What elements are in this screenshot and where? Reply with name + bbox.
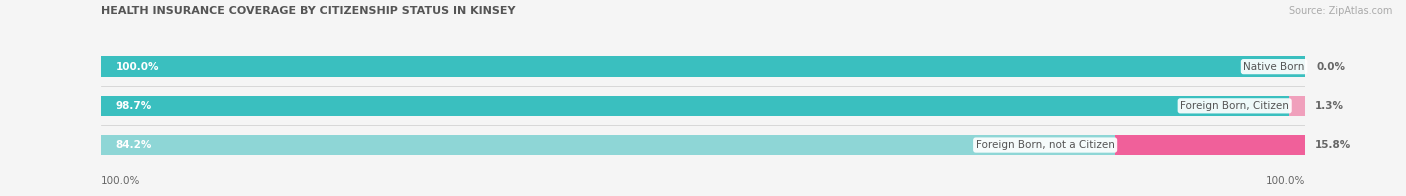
Text: 100.0%: 100.0% [101,176,141,186]
Text: 1.3%: 1.3% [1315,101,1343,111]
Bar [1289,96,1305,116]
Text: Source: ZipAtlas.com: Source: ZipAtlas.com [1288,6,1392,16]
Bar [101,96,1289,116]
Text: Native Born: Native Born [1243,62,1305,72]
Text: 15.8%: 15.8% [1315,140,1351,150]
Text: 84.2%: 84.2% [115,140,152,150]
Bar [101,56,1305,77]
Bar [1115,135,1305,155]
Bar [101,135,1305,155]
Text: 0.0%: 0.0% [1317,62,1346,72]
Text: Foreign Born, not a Citizen: Foreign Born, not a Citizen [976,140,1115,150]
Text: 98.7%: 98.7% [115,101,152,111]
Text: 100.0%: 100.0% [115,62,159,72]
Text: 100.0%: 100.0% [1265,176,1305,186]
Bar [101,135,1115,155]
Bar [101,56,1305,77]
Text: Foreign Born, Citizen: Foreign Born, Citizen [1180,101,1289,111]
Bar [101,96,1305,116]
Text: HEALTH INSURANCE COVERAGE BY CITIZENSHIP STATUS IN KINSEY: HEALTH INSURANCE COVERAGE BY CITIZENSHIP… [101,6,516,16]
